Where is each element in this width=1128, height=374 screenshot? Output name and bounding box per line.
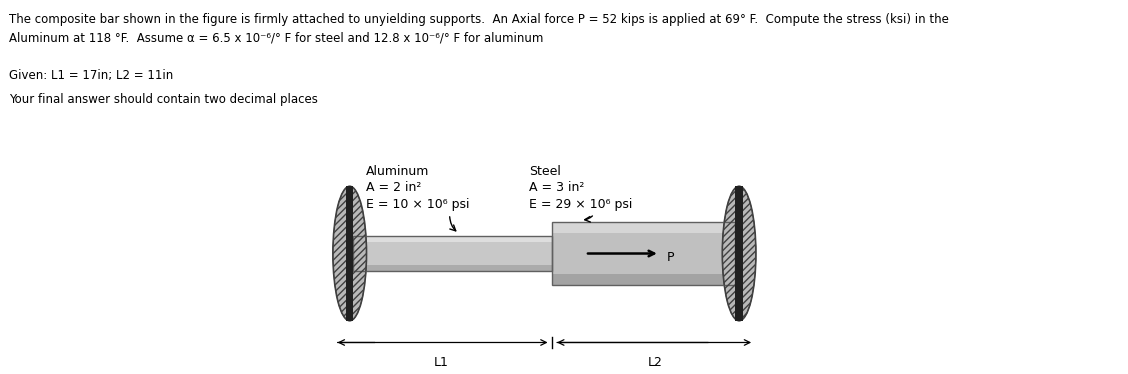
Text: L1: L1 — [434, 356, 449, 370]
Ellipse shape — [333, 186, 367, 321]
Text: A = 2 in²: A = 2 in² — [365, 181, 421, 194]
Text: P: P — [667, 251, 675, 264]
Ellipse shape — [722, 186, 756, 321]
Bar — [553, 222, 735, 285]
Text: E = 29 × 10⁶ psi: E = 29 × 10⁶ psi — [529, 198, 633, 211]
Text: L2: L2 — [647, 356, 662, 370]
Bar — [353, 236, 553, 271]
Text: Your final answer should contain two decimal places: Your final answer should contain two dec… — [9, 94, 318, 106]
Text: A = 3 in²: A = 3 in² — [529, 181, 584, 194]
Bar — [735, 186, 743, 321]
Text: E = 10 × 10⁶ psi: E = 10 × 10⁶ psi — [365, 198, 469, 211]
Text: Steel: Steel — [529, 165, 561, 178]
Bar — [353, 265, 553, 271]
Bar — [553, 222, 735, 233]
Bar — [353, 236, 553, 271]
Text: Aluminum at 118 °F.  Assume α = 6.5 x 10⁻⁶/° F for steel and 12.8 x 10⁻⁶/° F for: Aluminum at 118 °F. Assume α = 6.5 x 10⁻… — [9, 31, 544, 44]
Text: The composite bar shown in the figure is firmly attached to unyielding supports.: The composite bar shown in the figure is… — [9, 13, 949, 26]
Text: Given: L1 = 17in; L2 = 11in: Given: L1 = 17in; L2 = 11in — [9, 68, 173, 82]
Text: Aluminum: Aluminum — [365, 165, 429, 178]
Bar — [353, 236, 553, 242]
Bar — [553, 222, 735, 285]
Bar — [553, 274, 735, 285]
Bar — [346, 186, 353, 321]
